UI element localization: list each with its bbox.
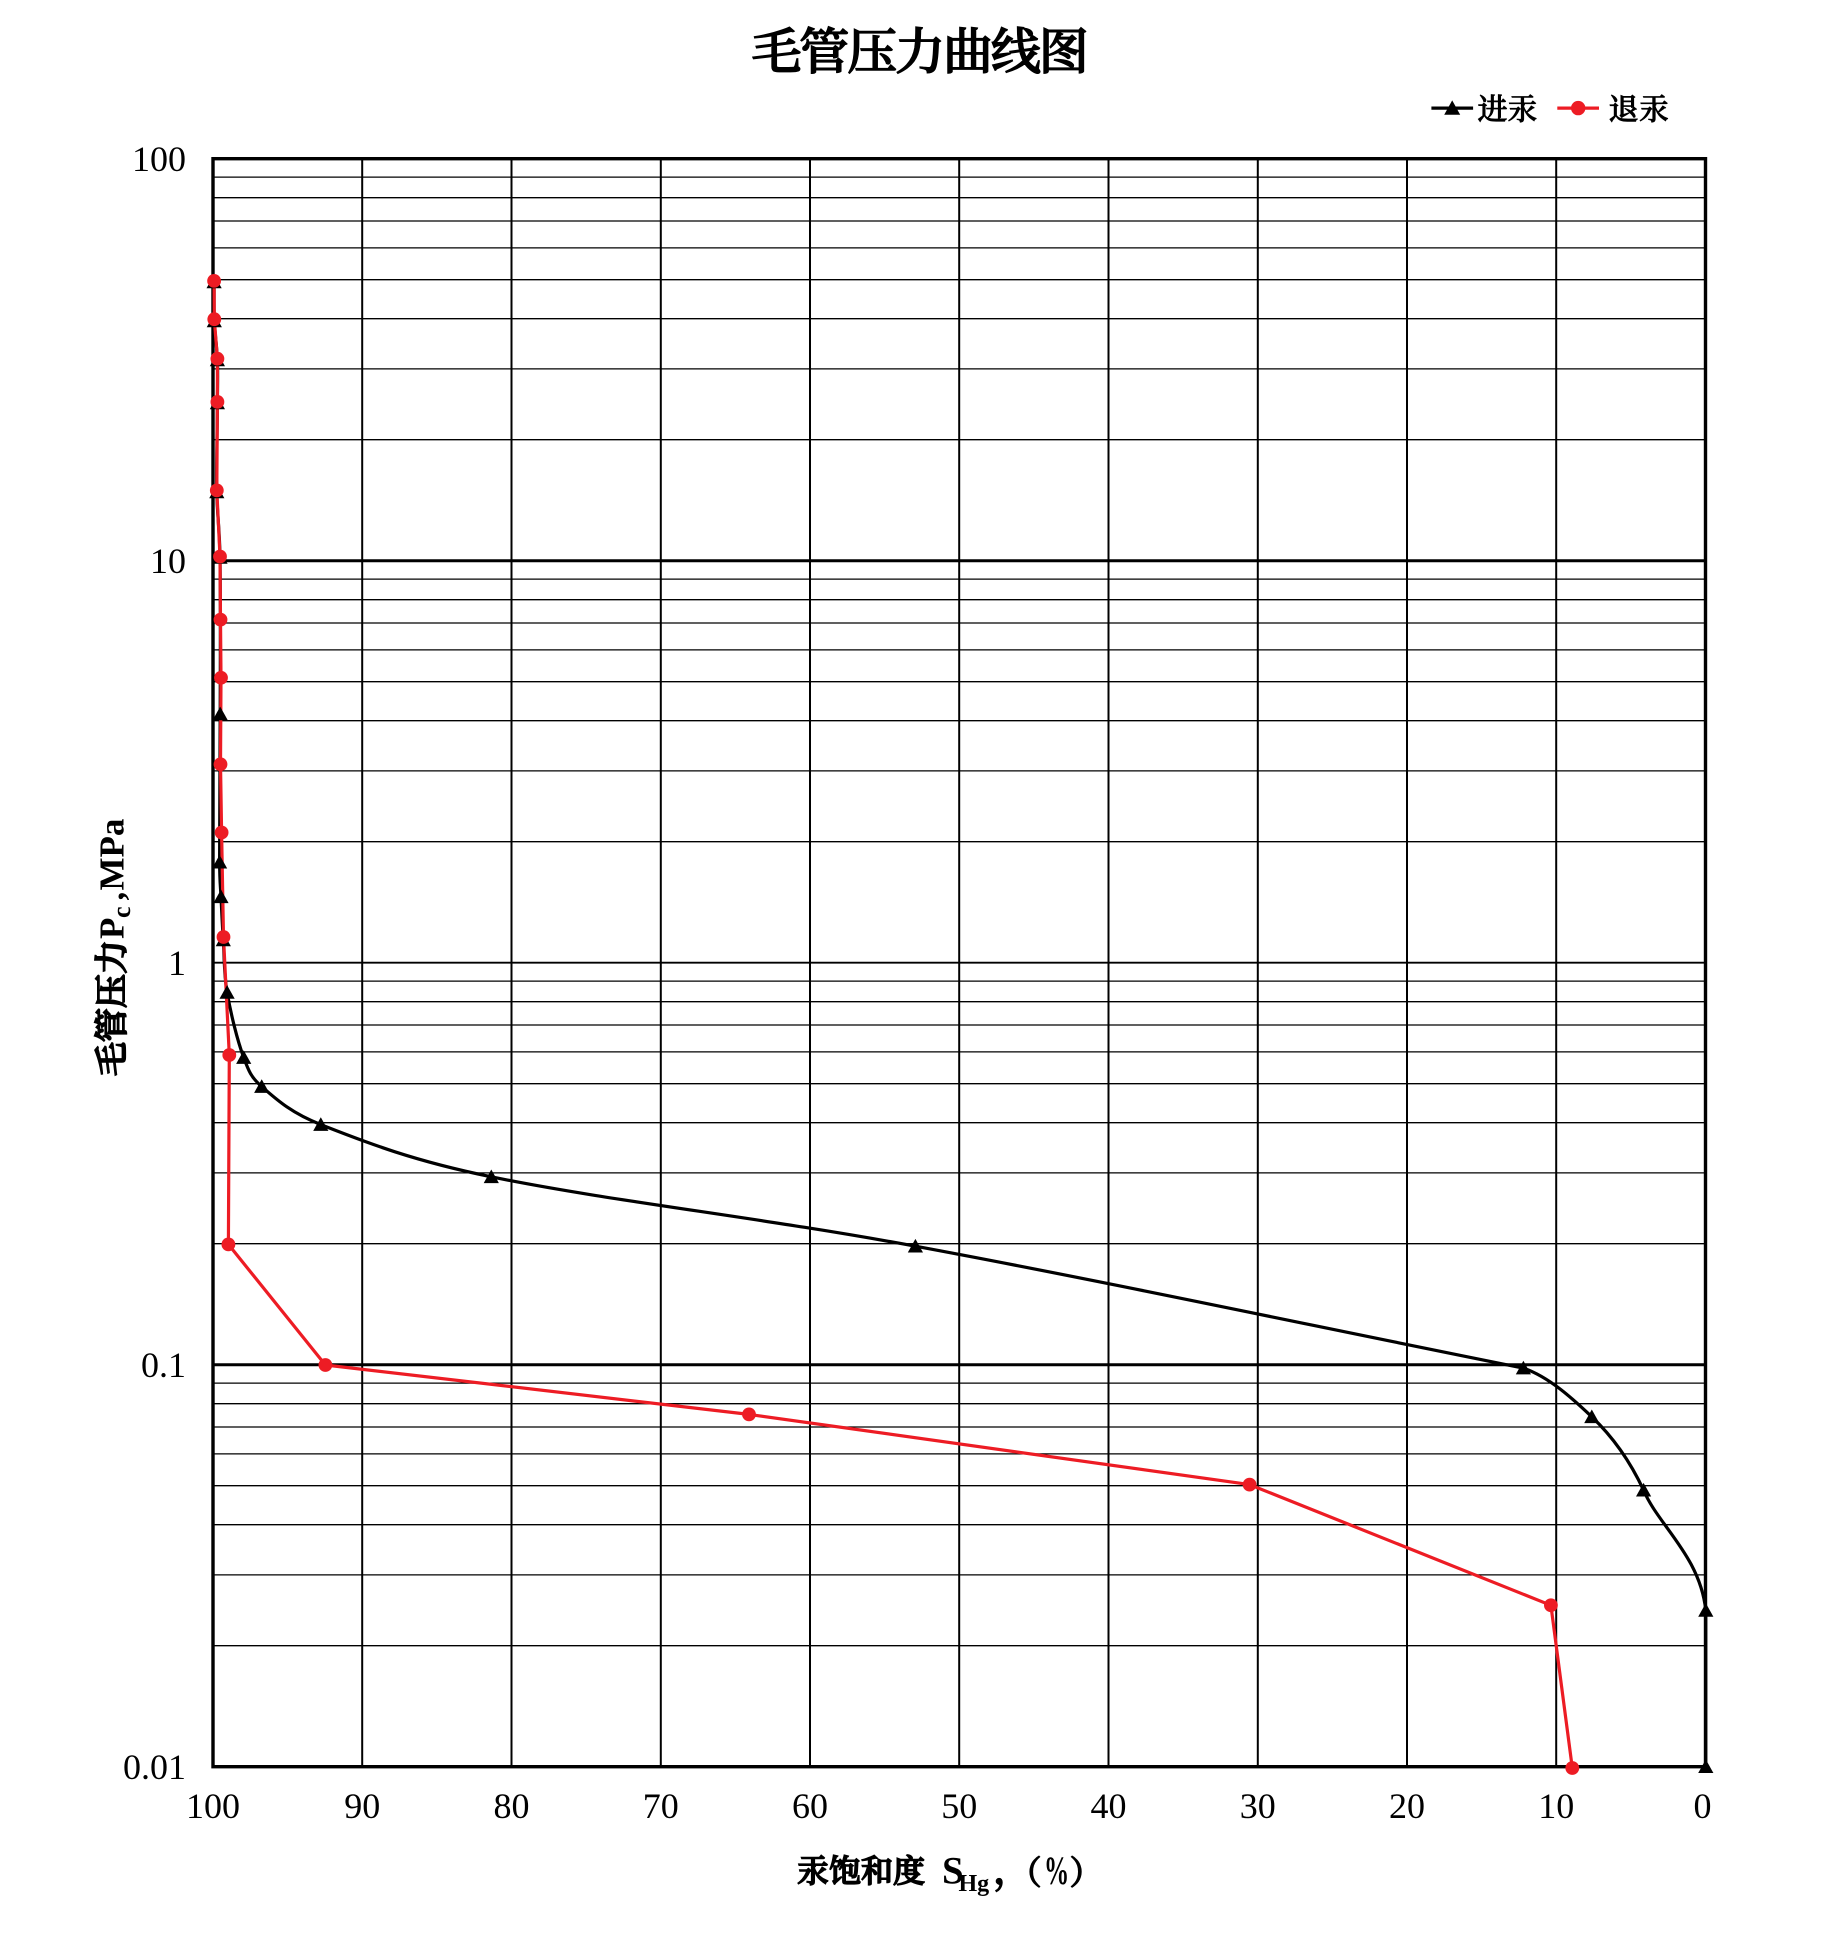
svg-text:,: ,: [93, 892, 132, 901]
svg-text:50: 50: [941, 1786, 977, 1826]
svg-text:0.01: 0.01: [123, 1747, 186, 1787]
svg-text:Hg: Hg: [959, 1871, 990, 1897]
svg-text:20: 20: [1389, 1786, 1425, 1826]
svg-text:c: c: [107, 906, 136, 918]
svg-text:0: 0: [1694, 1786, 1712, 1826]
svg-text:80: 80: [494, 1786, 530, 1826]
svg-text:10: 10: [1538, 1786, 1574, 1826]
svg-text:90: 90: [344, 1786, 380, 1826]
svg-text:100: 100: [186, 1786, 240, 1826]
svg-text:100: 100: [132, 139, 186, 179]
svg-text:%: %: [1044, 1849, 1069, 1893]
svg-text:60: 60: [792, 1786, 828, 1826]
svg-text:MPa: MPa: [93, 819, 132, 891]
svg-text:10: 10: [150, 541, 186, 581]
svg-text:40: 40: [1091, 1786, 1127, 1826]
svg-text:P: P: [93, 918, 132, 939]
svg-text:70: 70: [643, 1786, 679, 1826]
svg-text:30: 30: [1240, 1786, 1276, 1826]
svg-text:0.1: 0.1: [141, 1345, 186, 1385]
svg-text:1: 1: [168, 943, 186, 983]
svg-text:S: S: [942, 1850, 964, 1893]
